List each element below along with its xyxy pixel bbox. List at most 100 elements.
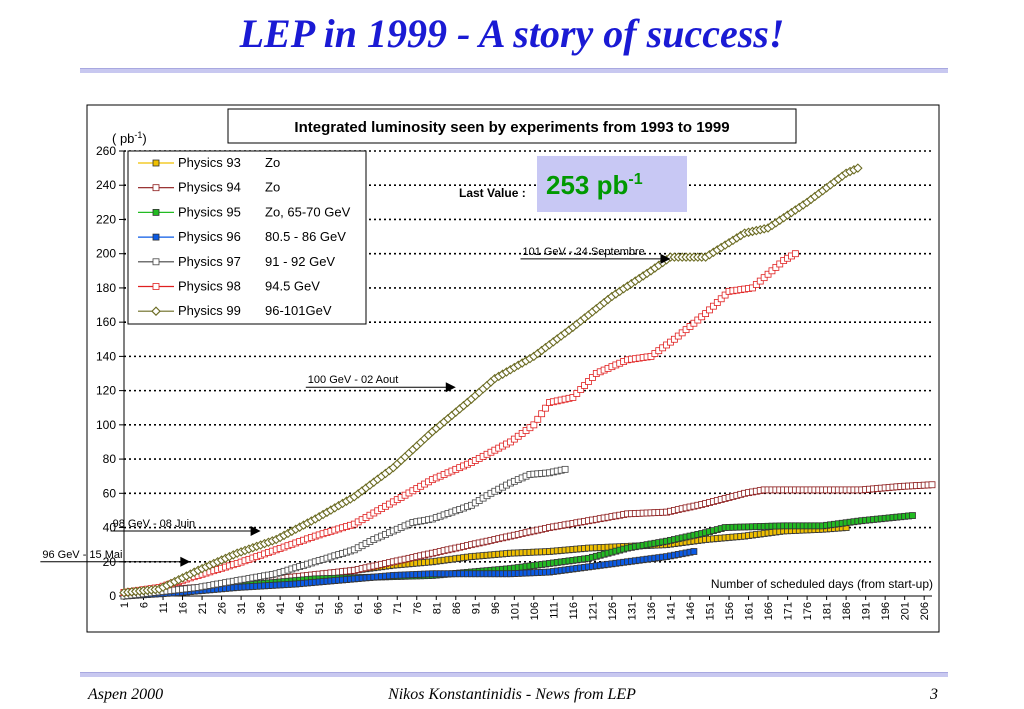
arrowhead	[445, 382, 456, 393]
series-physics-99	[119, 163, 863, 598]
legend-series-energy: Zo, 65-70 GeV	[265, 204, 351, 219]
data-point	[772, 263, 780, 271]
x-tick-label: 61	[353, 602, 365, 614]
arrowhead	[250, 525, 261, 536]
x-tick-label: 116	[568, 602, 580, 620]
annotations: 96 GeV - 15 Mai 98 GeV - 08 Juin 100 GeV -…	[40, 246, 671, 567]
annotation-label: 101 GeV - 24 Septembre	[522, 246, 644, 258]
data-point	[534, 415, 542, 423]
x-tick-label: 1	[119, 602, 131, 608]
data-point	[760, 274, 768, 282]
x-tick-label: 36	[256, 602, 268, 614]
x-tick-label: 111	[548, 602, 560, 619]
legend-series-energy: Zo	[265, 155, 280, 170]
footer-venue: Aspen 2000	[88, 686, 164, 703]
last-value-label: Last Value :	[459, 186, 526, 200]
legend-series-energy: 80.5 - 86 GeV	[265, 229, 346, 244]
legend-marker	[151, 306, 161, 316]
x-tick-label: 196	[880, 602, 892, 620]
x-tick-label: 121	[587, 602, 599, 620]
data-point	[706, 306, 713, 314]
y-tick-label: 180	[96, 281, 116, 295]
y-tick-label: 140	[96, 349, 116, 363]
x-tick-label: 171	[783, 602, 795, 620]
x-axis-label-bg	[646, 574, 934, 592]
legend-marker	[152, 208, 160, 216]
top-divider	[80, 68, 948, 73]
x-tick-label: 181	[822, 602, 834, 620]
x-tick-label: 26	[217, 602, 229, 614]
data-point	[573, 390, 581, 397]
x-tick-label: 126	[607, 602, 619, 620]
x-tick-label: 71	[392, 602, 404, 614]
legend-series-name: Physics 93	[178, 155, 241, 170]
data-point	[577, 386, 585, 393]
x-tick-label: 56	[334, 602, 346, 614]
x-tick-label: 91	[470, 602, 482, 614]
x-tick-label: 66	[373, 602, 385, 614]
x-tick-label: 101	[509, 602, 521, 620]
footer-author: Nikos Konstantinidis - News from LEP	[388, 686, 636, 703]
x-tick-label: 151	[705, 602, 717, 620]
legend-series-name: Physics 97	[178, 254, 241, 269]
y-tick-label: 160	[96, 315, 116, 329]
legend-marker	[152, 159, 160, 167]
legend-series-name: Physics 98	[178, 279, 241, 294]
data-point	[721, 291, 729, 299]
data-point	[702, 310, 710, 317]
data-point	[542, 404, 549, 412]
x-tick-label: 176	[802, 602, 814, 620]
annotation-arrow: 98 GeV - 08 Juin	[110, 518, 261, 536]
x-tick-label: 166	[763, 602, 775, 620]
y-tick-label: 100	[96, 418, 116, 432]
data-point	[764, 270, 772, 278]
x-tick-label: 201	[900, 602, 912, 620]
data-point	[569, 394, 577, 401]
x-tick-label: 106	[529, 602, 541, 620]
legend: Physics 93 Zo Physics 94 Zo Physics 95 Zo, 65…	[127, 150, 367, 325]
data-point	[561, 465, 569, 473]
x-tick-label: 191	[861, 602, 873, 620]
x-tick-label: 6	[139, 602, 151, 608]
legend-series-name: Physics 95	[178, 204, 241, 219]
arrowhead	[180, 556, 191, 567]
data-point	[589, 374, 596, 381]
data-point	[776, 260, 784, 268]
x-tick-label: 51	[314, 602, 326, 614]
x-tick-label: 21	[197, 602, 209, 614]
y-tick-label: 0	[109, 589, 116, 603]
data-point	[756, 277, 764, 285]
data-point	[768, 267, 776, 275]
chart-title: Integrated luminosity seen by experiment…	[294, 119, 729, 136]
legend-series-name: Physics 96	[178, 229, 241, 244]
footer-page-number: 3	[930, 686, 938, 703]
legend-series-energy: 96-101GeV	[265, 303, 332, 318]
annotation-label: 100 GeV - 02 Aout	[308, 374, 399, 386]
data-point	[713, 299, 721, 306]
chart-title-box	[227, 108, 797, 144]
bottom-divider	[80, 672, 948, 677]
x-tick-label: 146	[685, 602, 697, 620]
y-tick-label: 200	[96, 247, 116, 261]
x-tick-label: 16	[178, 602, 190, 614]
annotation-arrow: 101 GeV - 24 Septembre	[520, 246, 671, 264]
data-point	[581, 382, 588, 389]
x-tick-label: 76	[412, 602, 424, 614]
data-point	[690, 548, 698, 555]
legend-series-energy: Zo	[265, 180, 280, 195]
y-tick-label: 220	[96, 212, 116, 226]
x-tick-label: 41	[275, 602, 287, 614]
data-point	[909, 512, 916, 519]
annotation-label: 96 GeV - 15 Mai	[42, 549, 122, 561]
data-point	[853, 163, 863, 173]
x-tick-label: 186	[841, 602, 853, 620]
arrowhead	[660, 253, 671, 264]
x-tick-label: 156	[724, 602, 736, 620]
slide-title: LEP in 1999 - A story of success!	[239, 11, 785, 56]
series-lines	[119, 163, 936, 600]
annotation-arrow: 96 GeV - 15 Mai	[40, 549, 191, 567]
x-tick-label: 131	[626, 602, 638, 620]
legend-series-name: Physics 99	[178, 303, 241, 318]
